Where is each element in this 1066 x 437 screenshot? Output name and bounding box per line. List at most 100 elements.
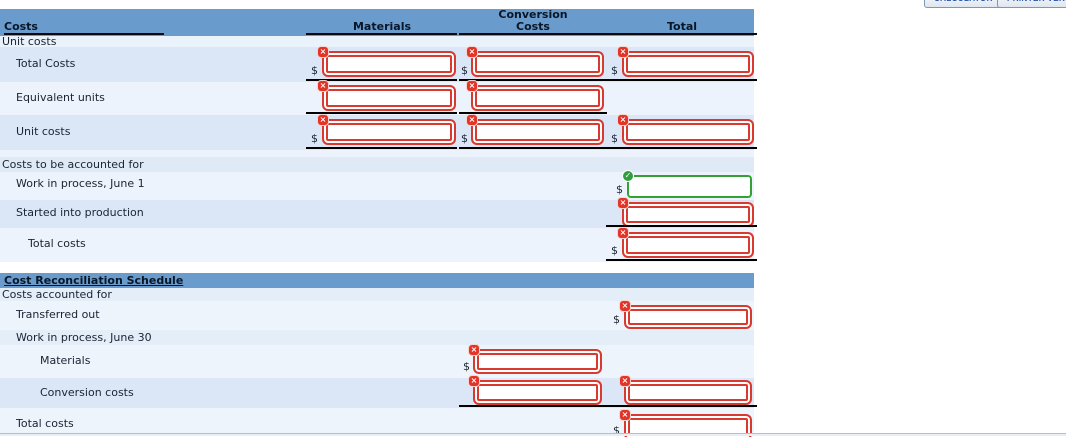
- cell-underline: [606, 147, 757, 149]
- row-label-total-costs: Total Costs: [16, 57, 76, 70]
- table-row: Unit costs $ × $ × $ ×: [0, 115, 757, 150]
- input-total-costs-total[interactable]: [622, 51, 754, 77]
- error-icon: ×: [620, 301, 630, 311]
- table-row: Costs accounted for: [0, 288, 754, 301]
- row-label-costs-accounted-for: Costs accounted for: [2, 288, 112, 301]
- input-unit-costs-conversion[interactable]: [471, 119, 604, 145]
- row-label-total-costs-final: Total costs: [16, 417, 74, 430]
- input-unit-costs-materials[interactable]: [322, 119, 456, 145]
- column-underline: [4, 33, 164, 35]
- table-row: Work in process, June 30: [0, 330, 754, 345]
- table-row: Materials $ ×: [0, 345, 754, 378]
- table-row: Total costs $ ×: [0, 408, 754, 437]
- table-row: Conversion costs × ×: [0, 376, 757, 408]
- error-icon: ×: [618, 115, 628, 125]
- currency-sign: $: [611, 244, 618, 257]
- currency-sign: $: [311, 132, 318, 145]
- cell-underline: [306, 112, 457, 114]
- error-icon: ×: [467, 47, 477, 57]
- table-header-band: Costs Materials Conversion Costs Total: [0, 8, 757, 36]
- cell-underline: [459, 147, 607, 149]
- cell-underline: [459, 112, 607, 114]
- error-icon: ×: [318, 115, 328, 125]
- input-wip-materials-conversion[interactable]: [473, 349, 602, 374]
- table-row: Equivalent units × ×: [0, 81, 754, 115]
- input-total-costs-sum-total[interactable]: [622, 232, 754, 258]
- cell-underline: [306, 147, 457, 149]
- table-row: Started into production ×: [0, 198, 757, 228]
- input-total-costs-final-total[interactable]: [624, 414, 752, 437]
- error-icon: ×: [318, 47, 328, 57]
- spacer-row: [0, 150, 754, 157]
- section-title-cost-reconciliation-schedule: Cost Reconciliation Schedule: [4, 274, 184, 287]
- window-bottom-border: [0, 433, 1066, 434]
- column-header-total: Total: [666, 20, 698, 33]
- error-icon: ×: [467, 81, 477, 91]
- currency-sign: $: [461, 132, 468, 145]
- table-row: Total Costs $ × $ × $ ×: [0, 47, 757, 82]
- row-label-unit-costs: Unit costs: [16, 125, 71, 138]
- row-label-wip-june30: Work in process, June 30: [16, 331, 152, 344]
- cell-underline: [606, 225, 757, 227]
- column-underline: [606, 33, 757, 35]
- currency-sign: $: [611, 132, 618, 145]
- input-started-into-production-total[interactable]: [622, 202, 754, 227]
- table-row: Transferred out $ ×: [0, 301, 754, 330]
- window-bottom-border-shadow: [0, 434, 1066, 436]
- error-icon: ×: [469, 376, 479, 386]
- row-label-wip-materials: Materials: [40, 354, 91, 367]
- cost-reconciliation-band: Cost Reconciliation Schedule: [0, 273, 754, 288]
- cell-underline: [306, 79, 457, 81]
- printer-version-button[interactable]: PRINTER VERSION: [997, 0, 1066, 8]
- cell-underline: [606, 79, 757, 81]
- currency-sign: $: [461, 64, 468, 77]
- currency-sign: $: [613, 313, 620, 326]
- input-equivalent-units-conversion[interactable]: [471, 85, 604, 111]
- currency-sign: $: [463, 360, 470, 373]
- currency-sign: $: [613, 424, 620, 437]
- cell-underline: [606, 259, 757, 261]
- row-label-equivalent-units: Equivalent units: [16, 91, 105, 104]
- input-equivalent-units-materials[interactable]: [322, 85, 456, 111]
- row-label-wip-conversion-costs: Conversion costs: [40, 386, 134, 399]
- currency-sign: $: [616, 183, 623, 196]
- input-unit-costs-total[interactable]: [622, 119, 754, 145]
- table-row: Work in process, June 1 $ ✓: [0, 171, 754, 200]
- table-row: Unit costs: [0, 35, 754, 48]
- error-icon: ×: [620, 410, 630, 420]
- table-row: Costs to be accounted for: [0, 157, 754, 172]
- error-icon: ×: [618, 47, 628, 57]
- input-wip-conversion-total[interactable]: [624, 380, 752, 405]
- table-row: Total costs $ ×: [0, 228, 757, 262]
- check-icon: ✓: [623, 171, 633, 181]
- error-icon: ×: [618, 198, 628, 208]
- cell-underline: [459, 79, 607, 81]
- input-wip-june1-total[interactable]: [627, 175, 752, 198]
- column-header-materials: Materials: [352, 20, 412, 33]
- error-icon: ×: [618, 228, 628, 238]
- error-icon: ×: [318, 81, 328, 91]
- row-label-transferred-out: Transferred out: [16, 308, 100, 321]
- cell-underline: [606, 405, 757, 407]
- column-header-costs: Costs: [4, 20, 38, 33]
- input-total-costs-conversion[interactable]: [471, 51, 604, 77]
- row-label-started-into-production: Started into production: [16, 206, 144, 219]
- input-wip-conversion-conversion[interactable]: [473, 380, 602, 405]
- column-header-conversion-costs: Conversion Costs: [498, 8, 568, 33]
- cost-table: Costs Materials Conversion Costs Total U…: [0, 8, 760, 437]
- row-label-costs-to-be-accounted-for: Costs to be accounted for: [2, 158, 144, 171]
- currency-sign: $: [311, 64, 318, 77]
- cell-underline: [459, 405, 607, 407]
- input-total-costs-materials[interactable]: [322, 51, 456, 77]
- column-underline: [306, 33, 457, 35]
- row-label-total-costs-sum: Total costs: [28, 237, 86, 250]
- error-icon: ×: [467, 115, 477, 125]
- input-transferred-out-total[interactable]: [624, 305, 752, 329]
- column-underline: [459, 33, 607, 35]
- row-label-unit-costs-section: Unit costs: [2, 35, 57, 48]
- calculator-button[interactable]: CALCULATOR: [924, 0, 1003, 8]
- error-icon: ×: [620, 376, 630, 386]
- currency-sign: $: [611, 64, 618, 77]
- row-label-wip-june1: Work in process, June 1: [16, 177, 145, 190]
